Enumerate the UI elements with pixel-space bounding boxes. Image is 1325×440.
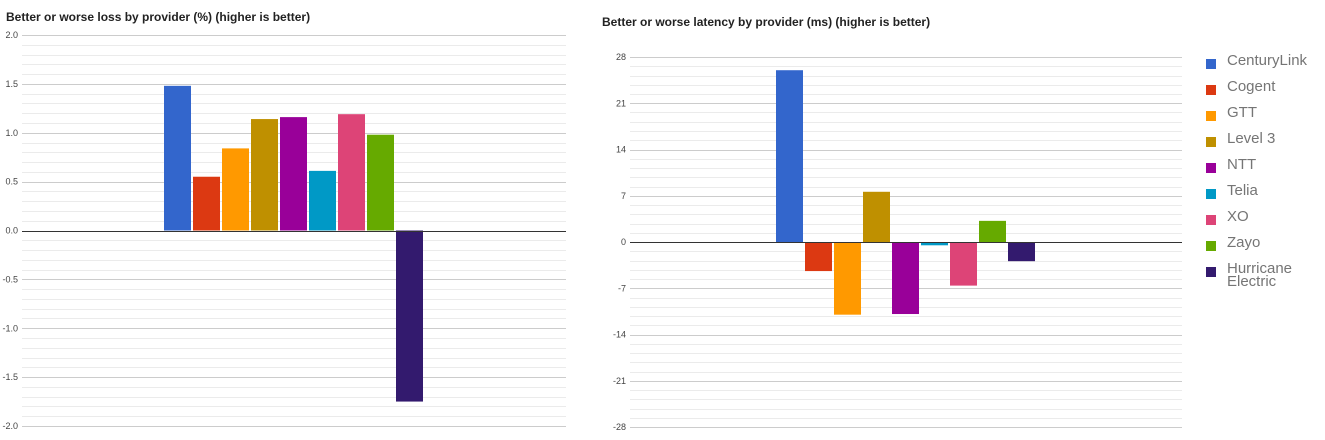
loss-y-tick-label: 2.0 xyxy=(5,30,18,40)
latency-bar-zayo xyxy=(979,220,1006,242)
latency-y-tick-label: 0 xyxy=(621,237,626,247)
latency-bar-cogent xyxy=(805,242,832,272)
legend-swatch xyxy=(1206,59,1216,69)
latency-bar-xo xyxy=(950,242,977,286)
loss-bar-centurylink xyxy=(164,85,191,231)
loss-bar-ntt xyxy=(280,117,307,231)
loss-y-tick-label: 0.5 xyxy=(5,177,18,187)
legend-item: Level 3 xyxy=(1206,130,1325,158)
legend-item: GTT xyxy=(1206,104,1325,132)
legend-label: Hurricane Electric xyxy=(1227,260,1293,290)
legend-label: CenturyLink xyxy=(1227,52,1308,69)
loss-y-tick-label: -0.5 xyxy=(2,274,18,284)
legend-swatch xyxy=(1206,111,1216,121)
legend-label: GTT xyxy=(1227,104,1257,121)
legend-item: Cogent xyxy=(1206,78,1325,106)
legend-item: Telia xyxy=(1206,182,1325,210)
latency-y-tick-label: -7 xyxy=(618,283,626,293)
legend-swatch xyxy=(1206,215,1216,225)
loss-y-tick-label: -1.0 xyxy=(2,323,18,333)
legend-swatch xyxy=(1206,85,1216,95)
legend-label: Cogent xyxy=(1227,78,1276,95)
loss-y-tick-label: -1.5 xyxy=(2,372,18,382)
loss-bar-level-3 xyxy=(251,119,278,231)
legend-label: XO xyxy=(1227,208,1249,225)
loss-y-tick-label: 1.0 xyxy=(5,128,18,138)
latency-y-tick-label: -14 xyxy=(613,330,626,340)
latency-y-tick-label: 14 xyxy=(616,145,626,155)
latency-bar-telia xyxy=(921,242,948,246)
legend-item: XO xyxy=(1206,208,1325,236)
loss-bar-cogent xyxy=(193,176,220,231)
legend-label: Level 3 xyxy=(1227,130,1276,147)
latency-bar-level-3 xyxy=(863,191,890,242)
legend-swatch xyxy=(1206,189,1216,199)
latency-y-tick-label: 21 xyxy=(616,98,626,108)
legend-swatch xyxy=(1206,137,1216,147)
legend-swatch xyxy=(1206,241,1216,251)
latency-bar-centurylink xyxy=(776,70,803,242)
legend-item: Zayo xyxy=(1206,234,1325,262)
legend-item: Hurricane Electric xyxy=(1206,260,1325,290)
legend-label: NTT xyxy=(1227,156,1257,173)
latency-y-tick-label: -28 xyxy=(613,422,626,432)
legend-item: NTT xyxy=(1206,156,1325,184)
legend-swatch xyxy=(1206,163,1216,173)
loss-bar-gtt xyxy=(222,148,249,231)
legend-label: Telia xyxy=(1227,182,1258,199)
latency-y-tick-label: 28 xyxy=(616,52,626,62)
legend: CenturyLink Cogent GTT Level 3 NTT Telia XO Zay… xyxy=(1206,52,1325,290)
legend-item: CenturyLink xyxy=(1206,52,1325,80)
loss-y-tick-label: 1.5 xyxy=(5,79,18,89)
legend-label: Zayo xyxy=(1227,234,1261,251)
latency-bar-ntt xyxy=(892,242,919,315)
loss-bar-telia xyxy=(309,170,336,231)
legend-swatch xyxy=(1206,267,1216,277)
latency-chart-title: Better or worse latency by provider (ms)… xyxy=(602,15,931,29)
loss-chart-title: Better or worse loss by provider (%) (hi… xyxy=(6,10,311,24)
latency-y-tick-label: -21 xyxy=(613,376,626,386)
loss-y-tick-label: 0.0 xyxy=(5,226,18,236)
loss-bar-xo xyxy=(338,114,365,231)
loss-y-tick-label: -2.0 xyxy=(2,421,18,431)
loss-bar-zayo xyxy=(367,134,394,231)
latency-bar-gtt xyxy=(834,242,861,315)
loss-bar-hurricane-electric xyxy=(396,230,423,402)
latency-y-tick-label: 7 xyxy=(621,191,626,201)
latency-bar-hurricane-electric xyxy=(1008,242,1035,262)
